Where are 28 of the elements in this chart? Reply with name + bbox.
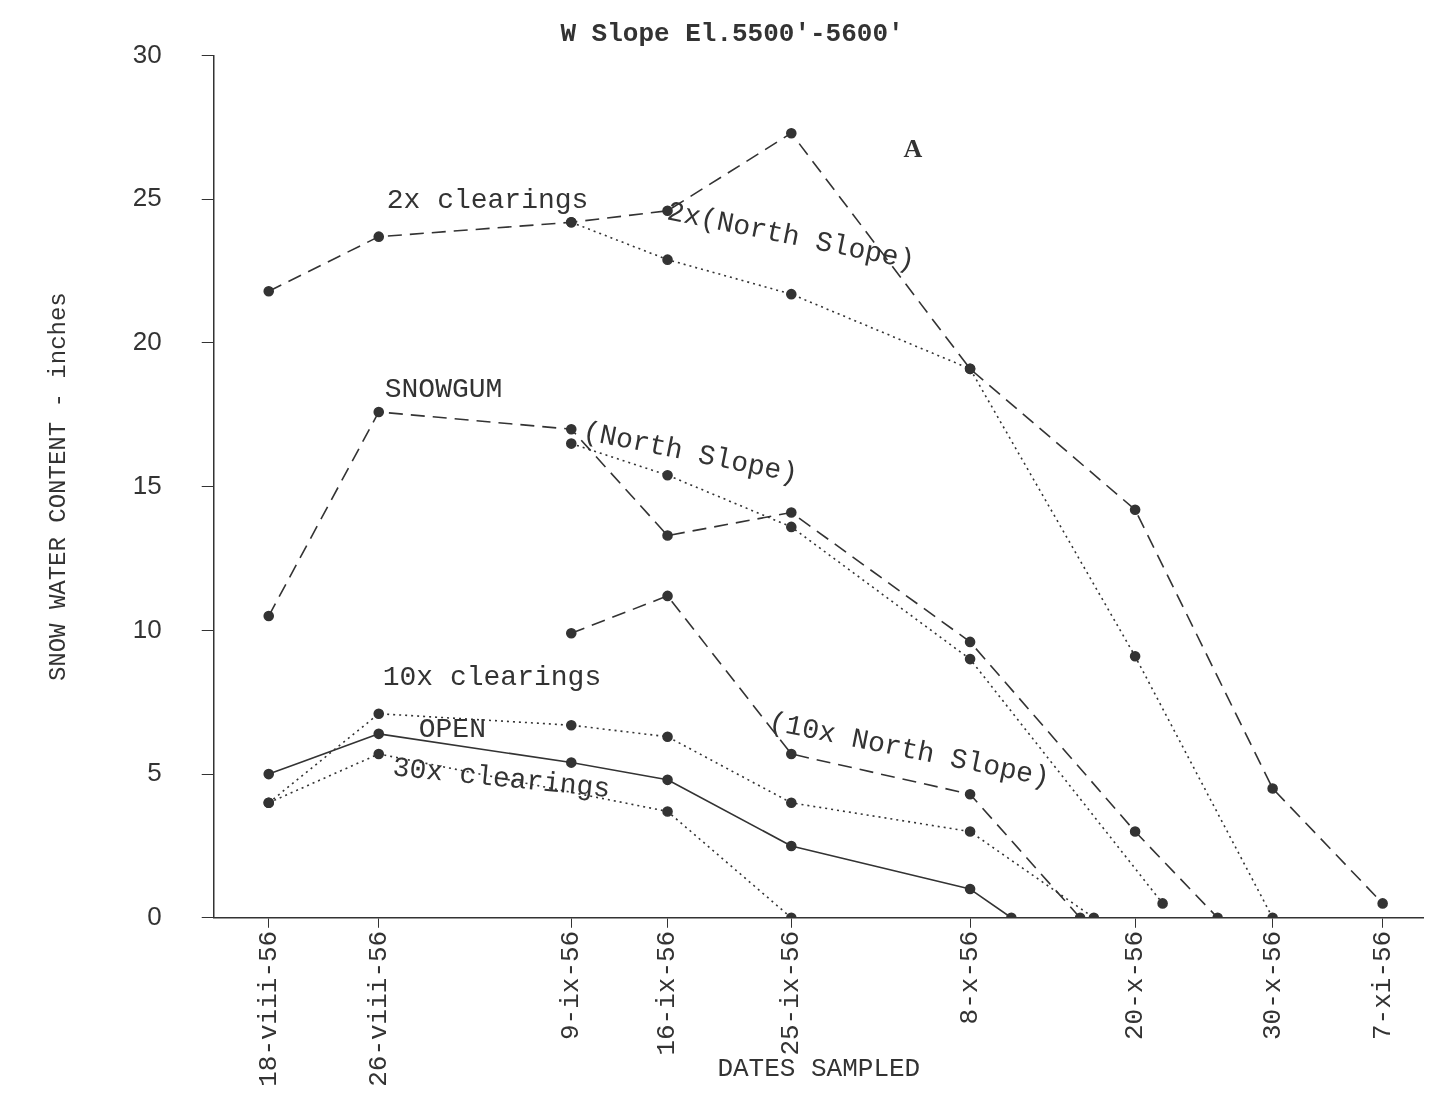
y-tick-label: 0 — [147, 900, 162, 931]
x-tick-label: 9-ix-56 — [556, 930, 587, 1040]
series-label: SNOWGUM — [384, 374, 503, 406]
y-tick-label: 15 — [132, 469, 162, 500]
x-axis-title: DATES SAMPLED — [717, 1054, 921, 1085]
text: (North Slope) — [580, 416, 801, 491]
series-label: OPEN — [418, 714, 486, 746]
series-label: 2x clearings — [386, 185, 589, 217]
x-tick-label: 16-ix-56 — [652, 930, 683, 1056]
y-tick-label: 25 — [132, 182, 162, 213]
x-tick-label: 7-xi-56 — [1367, 930, 1398, 1040]
x-tick-label: 18-viii-56 — [253, 930, 284, 1087]
y-axis-title: SNOW WATER CONTENT - inches — [44, 292, 72, 682]
y-tick-label: 5 — [147, 757, 162, 788]
y-tick-label: 10 — [132, 613, 162, 644]
x-tick-label: 20-x-56 — [1120, 930, 1150, 1040]
y-tick-label: 30 — [132, 38, 162, 69]
chart-title: W Slope El.5500'-5600' — [560, 18, 904, 49]
y-tick-label: 20 — [132, 326, 162, 357]
text: (10x North Slope) — [766, 706, 1053, 794]
text: 2x(North Slope) — [664, 196, 918, 277]
x-tick-label: 26-viii-56 — [363, 930, 394, 1087]
text: 30x clearings — [391, 752, 612, 806]
x-tick-label: 25-ix-56 — [776, 930, 807, 1056]
series-label: 10x clearings — [382, 662, 602, 694]
x-tick-label: 30-x-56 — [1257, 930, 1288, 1040]
annotation: A — [903, 134, 923, 164]
x-tick-label: 8-x-56 — [954, 930, 985, 1025]
